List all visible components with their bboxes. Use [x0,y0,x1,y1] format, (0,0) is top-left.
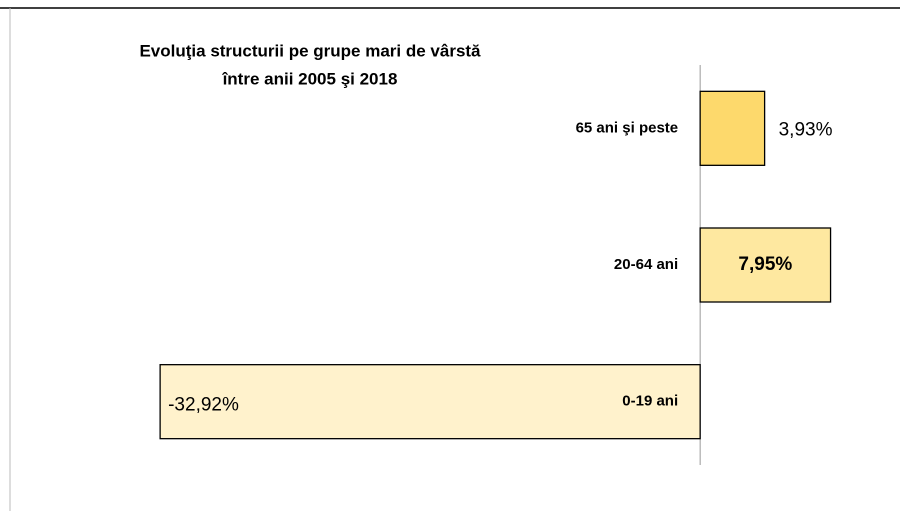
value-label: 3,93% [779,119,833,140]
category-label: 0-19 ani [622,393,678,410]
chart-title: între anii 2005 şi 2018 [222,69,398,88]
bar [699,227,832,303]
category-label: 20-64 ani [614,256,678,273]
bar [159,364,701,440]
category-label: 65 ani şi peste [576,119,679,136]
value-label: -32,92% [168,395,239,416]
bar [699,90,766,166]
value-label: 7,95% [738,254,792,275]
chart-title: Evoluţia structurii pe grupe mari de vâr… [139,41,481,60]
